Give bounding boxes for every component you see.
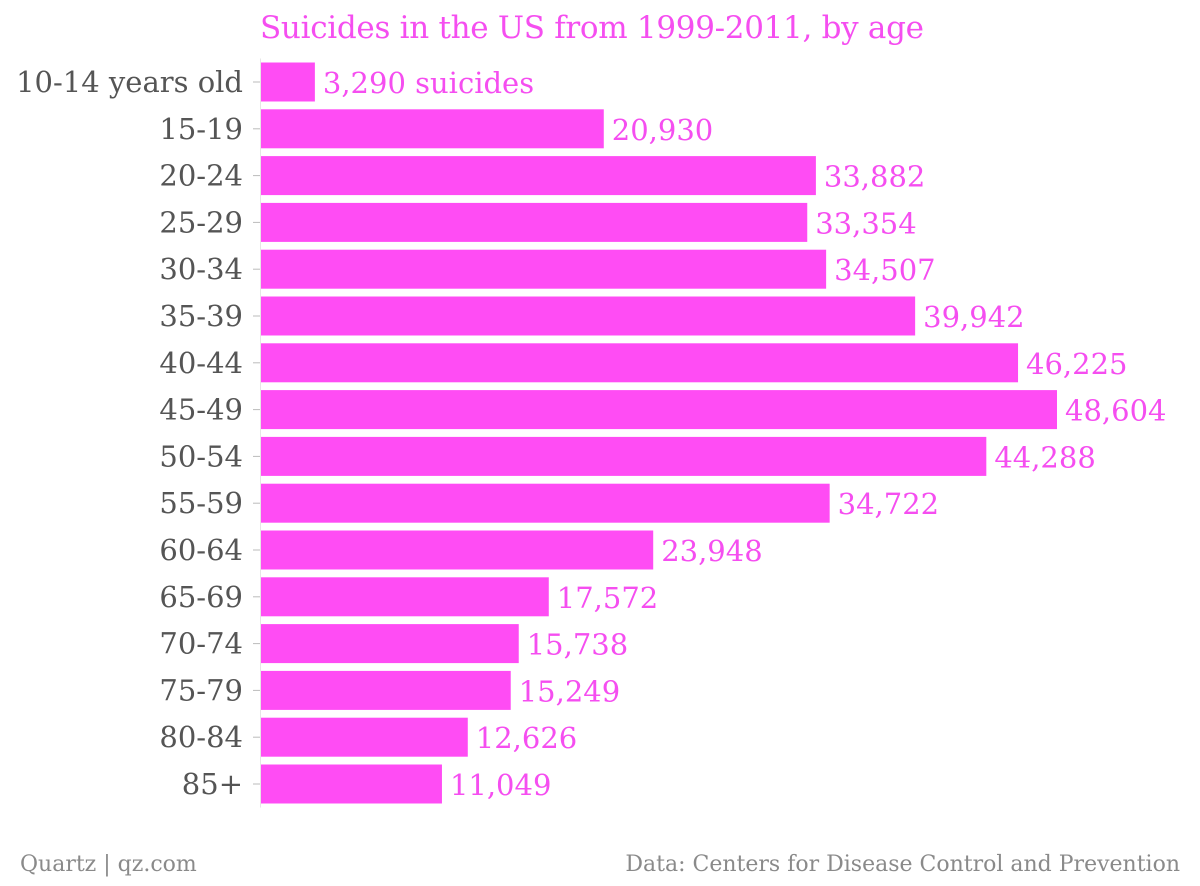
- bar: [261, 483, 830, 523]
- bar: [261, 717, 468, 757]
- data-label: 39,942: [923, 300, 1024, 334]
- category-label: 45-49: [159, 393, 243, 427]
- category-label: 85+: [182, 767, 243, 801]
- data-label: 33,354: [815, 206, 916, 240]
- bar: [261, 156, 816, 196]
- data-label: 34,722: [838, 487, 939, 521]
- data-label: 33,882: [824, 160, 925, 194]
- bar: [261, 390, 1057, 430]
- bar: [261, 109, 604, 149]
- category-label: 40-44: [159, 346, 243, 380]
- chart-title: Suicides in the US from 1999-2011, by ag…: [260, 10, 924, 46]
- bar: [261, 62, 315, 102]
- category-label: 35-39: [159, 299, 243, 333]
- category-label: 30-34: [159, 252, 243, 286]
- footer-credit: Quartz | qz.com: [20, 852, 197, 877]
- bar: [261, 296, 916, 336]
- bar: [261, 343, 1019, 383]
- category-label: 60-64: [159, 533, 243, 567]
- data-label: 20,930: [612, 113, 713, 147]
- data-label: 15,738: [527, 628, 628, 662]
- footer-data-source: Data: Centers for Disease Control and Pr…: [625, 852, 1180, 877]
- bar: [261, 670, 511, 710]
- data-label: 15,249: [519, 674, 620, 708]
- bar: [261, 764, 442, 804]
- bars: [261, 62, 1057, 804]
- category-label: 50-54: [159, 439, 243, 473]
- category-label: 10-14 years old: [16, 65, 243, 99]
- data-label: 11,049: [450, 768, 551, 802]
- data-label: 12,626: [476, 721, 577, 755]
- category-label: 80-84: [159, 720, 243, 754]
- bar: [261, 530, 654, 570]
- category-label: 70-74: [159, 627, 243, 661]
- data-label: 46,225: [1026, 347, 1127, 381]
- bar: [261, 249, 827, 289]
- category-label: 25-29: [159, 205, 243, 239]
- category-label: 75-79: [159, 673, 243, 707]
- category-label: 55-59: [159, 486, 243, 520]
- data-labels: 3,290 suicides 20,930 33,882 33,354 34,507 39…: [323, 66, 1167, 802]
- data-label: 34,507: [834, 253, 935, 287]
- category-label: 15-19: [159, 112, 243, 146]
- data-label: 3,290 suicides: [323, 66, 534, 100]
- data-label: 23,948: [661, 534, 762, 568]
- data-label: 17,572: [557, 581, 658, 615]
- bar: [261, 624, 519, 664]
- category-label: 65-69: [159, 580, 243, 614]
- bar: [261, 436, 987, 476]
- category-label: 20-24: [159, 159, 243, 193]
- data-label: 44,288: [994, 440, 1095, 474]
- bar: [261, 202, 808, 242]
- bar: [261, 577, 549, 617]
- category-axis: 10-14 years old 15-19 20-24 25-29 30-34 35-39…: [16, 58, 261, 808]
- data-label: 48,604: [1065, 394, 1166, 428]
